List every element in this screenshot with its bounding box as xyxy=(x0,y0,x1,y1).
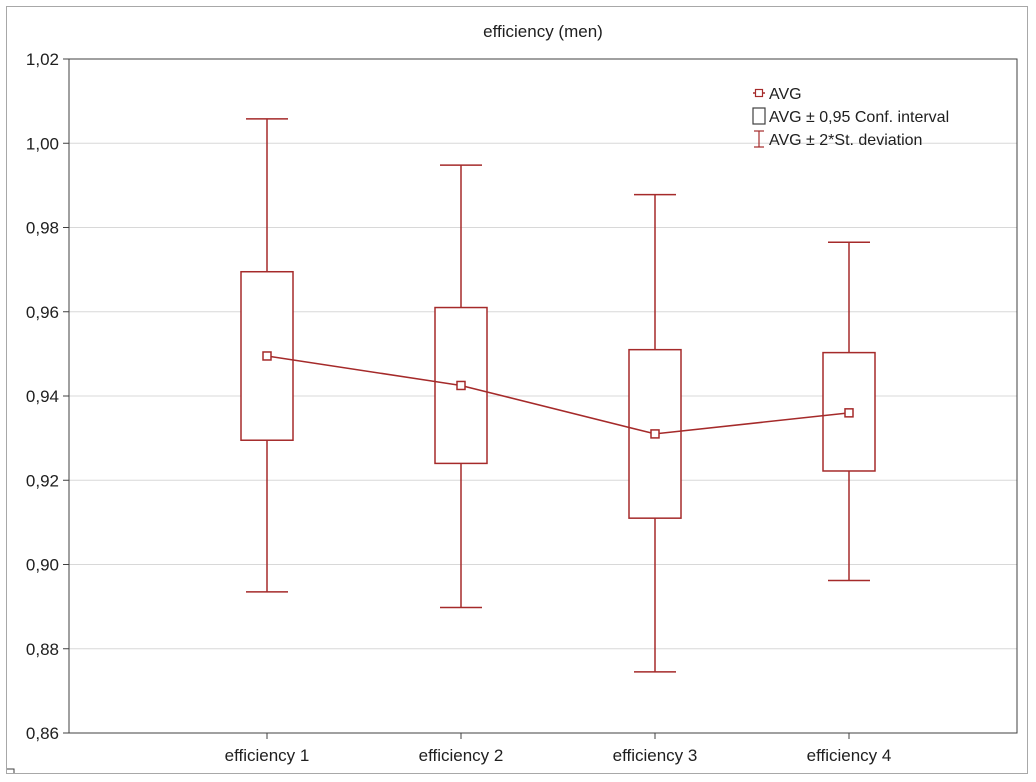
y-tick-label: 0,92 xyxy=(26,471,59,490)
y-tick-label: 0,90 xyxy=(26,556,59,575)
legend-item: AVG ± 0,95 Conf. interval xyxy=(752,107,949,126)
legend-item: AVG xyxy=(753,86,802,103)
box-group xyxy=(628,193,682,673)
avg-line-layer xyxy=(262,351,854,439)
legend-item: AVG ± 2*St. deviation xyxy=(754,130,922,149)
x-tick-label: efficiency 4 xyxy=(807,746,892,765)
y-tick-label: 0,94 xyxy=(26,387,59,406)
x-tick-label: efficiency 2 xyxy=(419,746,504,765)
legend-label: AVG ± 2*St. deviation xyxy=(769,132,922,149)
avg-point xyxy=(456,380,466,391)
marker-icon xyxy=(754,88,764,98)
legend-label: AVG ± 0,95 Conf. interval xyxy=(769,109,949,126)
avg-line xyxy=(266,355,850,435)
y-tick-label: 1,00 xyxy=(26,134,59,153)
legend-label: AVG xyxy=(769,86,802,103)
chart-window: efficiency (men) 0,86 0,88 0,90 0,92 0,94 0,9… xyxy=(6,6,1028,774)
avg-point xyxy=(262,351,272,361)
axes: 0,86 0,88 0,90 0,92 0,94 0,96 0,98 1,00 1,02 effi… xyxy=(7,50,1018,773)
plot-area-frame xyxy=(68,58,1018,734)
box-icon xyxy=(752,107,766,125)
avg-point xyxy=(650,429,660,439)
avg-point xyxy=(844,408,854,418)
x-tick-label: efficiency 3 xyxy=(613,746,698,765)
legend: AVG AVG ± 0,95 Conf. interval AVG ± 2*St. … xyxy=(752,86,949,149)
y-tick-label: 0,88 xyxy=(26,640,59,659)
chart-title: efficiency (men) xyxy=(483,22,603,41)
y-tick-label: 0,86 xyxy=(26,724,59,743)
confidence-box xyxy=(822,351,876,472)
confidence-box xyxy=(628,348,682,519)
grid-lines xyxy=(69,142,1017,650)
y-tick-label: 1,02 xyxy=(26,50,59,69)
y-tick-label: 0,98 xyxy=(26,219,59,238)
corner-marker-icon xyxy=(7,768,15,773)
box-plot-layer xyxy=(240,118,876,673)
box-group xyxy=(822,241,876,582)
y-tick-label: 0,96 xyxy=(26,303,59,322)
x-tick-label: efficiency 1 xyxy=(225,746,310,765)
box-plot-chart: efficiency (men) 0,86 0,88 0,90 0,92 0,94 0,9… xyxy=(7,22,1018,773)
